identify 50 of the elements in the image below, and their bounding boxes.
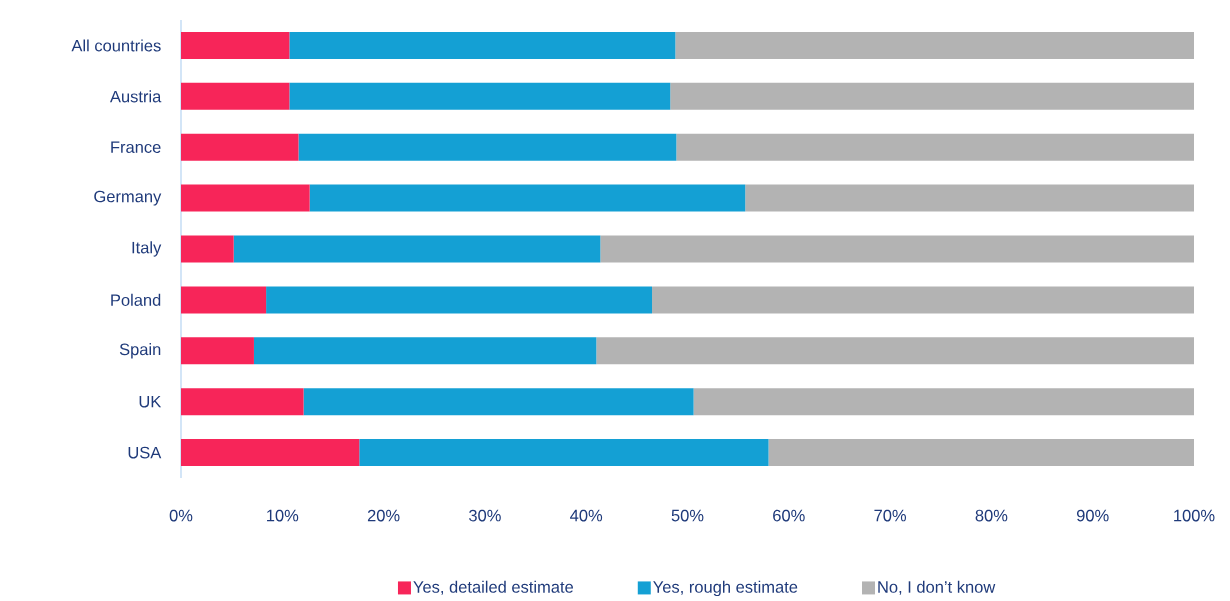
bar bbox=[298, 133, 677, 161]
bar bbox=[693, 388, 1194, 416]
bar bbox=[676, 133, 1194, 161]
y-tick-label: France bbox=[111, 141, 161, 153]
legend-label: No, I don’t know bbox=[878, 580, 996, 595]
x-tick-label: 40% bbox=[570, 509, 603, 522]
bar bbox=[675, 31, 1194, 59]
y-tick-label: Poland bbox=[111, 293, 161, 306]
bar bbox=[181, 337, 254, 365]
y-tick-label: UK bbox=[139, 395, 162, 408]
y-tick-label: Spain bbox=[119, 343, 161, 359]
bar bbox=[266, 286, 653, 314]
y-tick-label: USA bbox=[128, 446, 162, 459]
x-tick-label: 70% bbox=[874, 509, 907, 522]
x-tick-label: 80% bbox=[975, 509, 1008, 522]
y-tick-label: Austria bbox=[109, 90, 162, 103]
bar bbox=[596, 337, 1194, 365]
bar bbox=[289, 82, 671, 110]
bar bbox=[181, 82, 290, 110]
x-tick-label: 90% bbox=[1076, 509, 1109, 522]
bar bbox=[303, 388, 694, 416]
bar bbox=[181, 286, 267, 314]
bar bbox=[745, 184, 1194, 212]
x-tick-label: 30% bbox=[469, 509, 501, 522]
x-tick-label: 60% bbox=[773, 509, 805, 522]
x-tick-label: 100% bbox=[1174, 509, 1215, 522]
bar bbox=[309, 184, 746, 212]
bar bbox=[181, 133, 299, 161]
x-tick-label: 10% bbox=[267, 509, 299, 522]
legend-label: Yes, detailed estimate bbox=[413, 580, 574, 595]
y-tick-label: All countries bbox=[71, 39, 161, 52]
bar bbox=[181, 235, 234, 263]
bar bbox=[253, 337, 597, 365]
legend-label: Yes, rough estimate bbox=[653, 580, 798, 597]
bar bbox=[670, 82, 1194, 110]
bar bbox=[233, 235, 601, 263]
y-tick-label: Italy bbox=[132, 241, 162, 257]
bar bbox=[359, 439, 769, 467]
bar bbox=[181, 439, 360, 467]
bar bbox=[289, 31, 676, 59]
bar bbox=[181, 388, 304, 416]
bar bbox=[181, 184, 310, 212]
x-tick-label: 50% bbox=[671, 509, 704, 522]
x-tick-label: 20% bbox=[367, 509, 400, 522]
bar bbox=[768, 439, 1194, 467]
bar bbox=[181, 31, 290, 59]
y-tick-label: Germany bbox=[94, 190, 162, 206]
bar bbox=[600, 235, 1194, 263]
bar bbox=[652, 286, 1194, 314]
x-tick-label: 0% bbox=[169, 509, 193, 522]
